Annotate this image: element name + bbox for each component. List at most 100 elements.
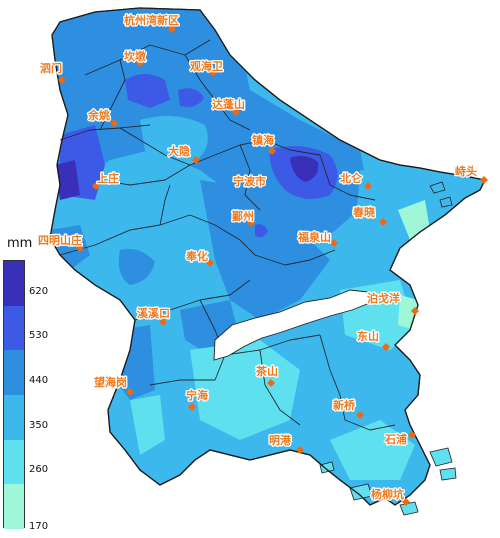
legend-tick-label: 260 xyxy=(29,464,49,476)
station-marker-icon xyxy=(480,176,488,184)
place-label: 观海卫 xyxy=(190,59,223,73)
station-marker-icon xyxy=(92,182,100,190)
place-ninghai: 宁海 xyxy=(185,387,209,411)
place-mingang: 明港 xyxy=(268,432,304,454)
legend-swatch xyxy=(4,305,24,351)
place-dongshan: 东山 xyxy=(356,328,390,351)
place-xiaoshan: 峙头 xyxy=(454,163,488,184)
place-label: 四明山庄 xyxy=(38,233,82,247)
zone-260-350 xyxy=(190,340,300,440)
station-marker-icon xyxy=(408,431,416,439)
station-marker-icon xyxy=(267,379,275,387)
place-label: 奉化 xyxy=(185,249,208,263)
place-label: 新桥 xyxy=(333,398,356,412)
place-label: 东山 xyxy=(357,329,379,343)
place-boziyang: 泊戈洋 xyxy=(366,290,419,315)
place-label: 镇海 xyxy=(252,133,274,147)
legend-swatch xyxy=(4,261,24,306)
sea-inlet xyxy=(213,289,373,361)
zone-350-440 xyxy=(355,170,430,260)
place-shipu: 石浦 xyxy=(383,431,416,447)
station-marker-icon xyxy=(402,498,410,506)
place-label: 宁波市 xyxy=(233,174,266,188)
zone-440-530 xyxy=(200,180,330,320)
place-guanhaiwei: 观海卫 xyxy=(189,58,224,77)
station-marker-icon xyxy=(126,388,134,396)
islands xyxy=(319,181,457,516)
place-label: 鄞州 xyxy=(232,209,254,223)
station-marker-icon xyxy=(364,182,372,190)
station-marker-icon xyxy=(110,119,118,127)
place-shangzhuang: 上庄 xyxy=(92,170,120,190)
place-label: 福泉山 xyxy=(297,230,331,244)
legend-color-bar xyxy=(3,260,25,529)
zone-260-350 xyxy=(130,395,165,455)
zone-over-620 xyxy=(55,160,80,200)
place-yinzhou: 鄞州 xyxy=(231,208,255,227)
station-marker-icon xyxy=(296,446,304,454)
station-marker-icon xyxy=(168,25,176,33)
legend-swatch xyxy=(4,439,24,485)
zone-530-620 xyxy=(125,74,170,108)
place-label: 北仑 xyxy=(340,171,363,185)
place-label: 宁海 xyxy=(186,388,208,402)
zone-530-620 xyxy=(178,88,204,107)
station-marker-icon xyxy=(356,411,364,419)
place-label: 余姚 xyxy=(87,108,110,122)
station-marker-icon xyxy=(188,403,196,411)
station-marker-icon xyxy=(247,219,255,227)
place-ningbo: 宁波市 xyxy=(232,173,268,190)
station-marker-icon xyxy=(232,108,240,116)
legend-swatch xyxy=(4,484,24,529)
legend-tick-label: 440 xyxy=(29,375,49,386)
place-wanghaigang: 望海岗 xyxy=(93,374,134,396)
legend-swatch xyxy=(4,350,24,395)
place-label: 坎墩 xyxy=(124,49,147,63)
place-chashan: 茶山 xyxy=(254,363,279,387)
zone-over-620 xyxy=(290,155,319,182)
legend-tick-label: 170 xyxy=(29,521,49,532)
place-hangzhouwan: 杭州湾新区 xyxy=(123,12,180,33)
station-marker-icon xyxy=(136,59,144,67)
station-marker-icon xyxy=(248,180,256,188)
place-yuyao: 余姚 xyxy=(86,107,118,127)
place-fenghua: 奉化 xyxy=(184,248,214,267)
legend-tick-label: 530 xyxy=(29,330,49,342)
place-beilun: 北仑 xyxy=(339,170,372,190)
place-label: 峙头 xyxy=(455,164,477,178)
legend-tick-label: 350 xyxy=(29,419,49,431)
place-label: 石浦 xyxy=(384,432,407,446)
zone-530-620 xyxy=(255,224,268,238)
place-label: 茶山 xyxy=(255,364,278,378)
station-marker-icon xyxy=(382,343,390,351)
place-label: 大隐 xyxy=(168,144,190,158)
station-marker-icon xyxy=(159,318,167,326)
place-label: 达蓬山 xyxy=(212,97,245,111)
place-dapengshan: 达蓬山 xyxy=(211,96,246,116)
zone-260-350 xyxy=(330,420,415,480)
place-fuquanshan: 福泉山 xyxy=(296,229,338,247)
station-marker-icon xyxy=(379,218,387,226)
place-simen: 泗门 xyxy=(39,60,66,84)
legend-unit-label: mm xyxy=(7,236,33,251)
place-dayin: 大隐 xyxy=(167,143,200,164)
zone-350-440 xyxy=(140,116,208,166)
place-yangpeng: 杨柳坑 xyxy=(370,486,410,506)
place-label: 杭州湾新区 xyxy=(124,13,179,27)
place-label: 杨柳坑 xyxy=(371,487,404,501)
place-chunxiao: 春晓 xyxy=(352,204,387,226)
legend-swatch xyxy=(4,395,24,440)
station-marker-icon xyxy=(76,244,84,252)
legend-tick-label: 620 xyxy=(29,285,49,297)
station-marker-icon xyxy=(330,239,338,247)
station-marker-icon xyxy=(58,76,66,84)
place-tangxikou: 溪溪口 xyxy=(136,305,171,326)
place-label: 泗门 xyxy=(40,61,62,75)
place-label: 上庄 xyxy=(97,171,119,185)
place-label: 春晓 xyxy=(353,205,375,219)
station-marker-icon xyxy=(411,307,419,315)
zone-440-530 xyxy=(118,248,155,285)
station-marker-icon xyxy=(209,69,217,77)
